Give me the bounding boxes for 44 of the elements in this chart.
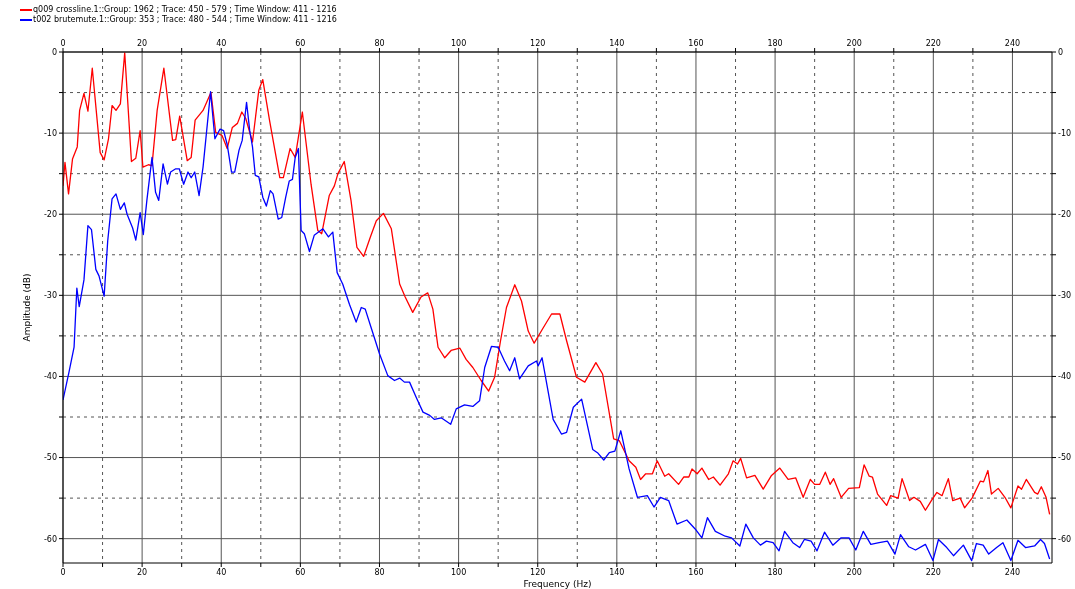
x-tick-label: 0	[60, 39, 66, 48]
x2-tick-label: 80	[374, 567, 385, 577]
x2-tick-label: 180	[767, 567, 783, 577]
x2-tick-label: 200	[846, 567, 862, 577]
y2-tick-label: -10	[1058, 128, 1072, 138]
x-tick-label: 60	[295, 39, 306, 48]
y-tick-label: -50	[43, 453, 57, 463]
y2-tick-label: 0	[1058, 47, 1064, 57]
x-tick-label: 240	[1004, 39, 1021, 48]
x-axis-title: Frequency (Hz)	[523, 579, 592, 589]
y-tick-label: 0	[51, 47, 57, 57]
y-tick-label: -40	[43, 372, 57, 382]
x2-tick-label: 20	[137, 567, 148, 577]
y2-tick-label: -50	[1058, 453, 1072, 463]
y-axis-title: Amplitude (dB)	[22, 273, 33, 342]
x-tick-label: 100	[450, 39, 467, 48]
x-tick-label: 180	[767, 39, 783, 48]
y2-tick-label: -40	[1058, 372, 1072, 382]
x2-tick-label: 120	[530, 567, 546, 577]
y2-tick-label: -20	[1058, 210, 1072, 220]
x2-tick-label: 220	[925, 567, 941, 577]
x-tick-label: 160	[688, 39, 704, 48]
x-tick-label: 200	[846, 39, 862, 48]
x2-tick-label: 100	[450, 567, 467, 577]
x-tick-label: 40	[216, 39, 227, 48]
x2-tick-label: 40	[216, 567, 227, 577]
y-tick-label: -20	[43, 210, 57, 220]
x-tick-label: 20	[137, 39, 148, 48]
y2-tick-label: -60	[1058, 534, 1072, 544]
legend-label: t002 brutemute.1::Group: 353 ; Trace: 480 - 544 ; Time Window: 411 - 1216	[33, 15, 337, 25]
y-tick-label: -60	[43, 534, 57, 544]
x2-tick-label: 0	[60, 567, 66, 577]
y-tick-label: -30	[43, 291, 57, 301]
y2-tick-label: -30	[1058, 291, 1072, 301]
x-tick-label: 80	[374, 39, 385, 48]
x2-tick-label: 140	[609, 567, 625, 577]
y-tick-label: -10	[43, 128, 57, 138]
x2-tick-label: 240	[1004, 567, 1021, 577]
x2-tick-label: 160	[688, 567, 704, 577]
x-tick-label: 140	[609, 39, 625, 48]
x-tick-label: 220	[925, 39, 941, 48]
x-tick-label: 120	[530, 39, 546, 48]
x2-tick-label: 60	[295, 567, 306, 577]
legend-label: q009 crossline.1::Group: 1962 ; Trace: 450 - 579 ; Time Window: 411 - 1216	[33, 5, 337, 15]
